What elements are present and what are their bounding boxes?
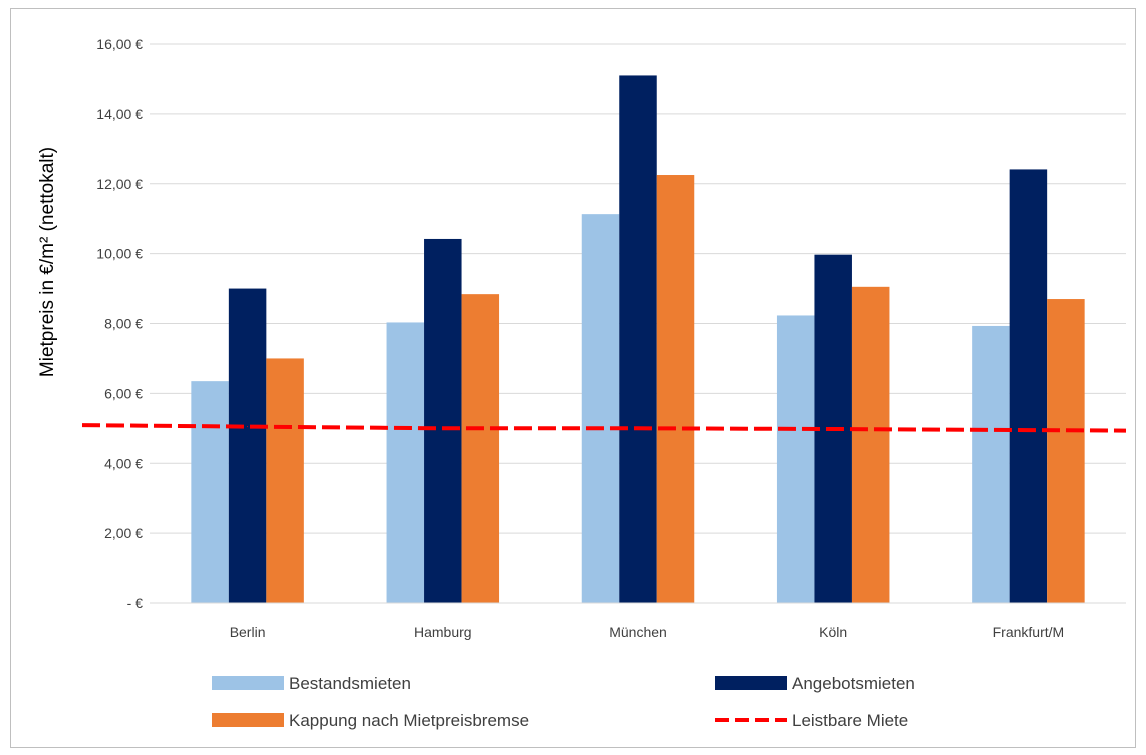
y-tick-label: 8,00 € bbox=[104, 316, 143, 332]
x-axis-tick-labels: Berlin Hamburg München Köln Frankfurt/M bbox=[230, 624, 1064, 640]
bar-kappung-nach-mietpreisbremse-4 bbox=[1047, 299, 1085, 603]
line-point-1 bbox=[442, 427, 444, 429]
bar-kappung-nach-mietpreisbremse-0 bbox=[266, 358, 304, 603]
bars bbox=[191, 75, 1085, 604]
legend-label-angebotsmieten: Angebotsmieten bbox=[792, 674, 915, 693]
line-point-4 bbox=[1027, 429, 1029, 431]
y-tick-label: 16,00 € bbox=[96, 36, 143, 52]
y-axis-title: Mietpreis in €/m² (nettokalt) bbox=[37, 147, 58, 377]
bar-angebotsmieten-4 bbox=[1009, 169, 1048, 603]
y-axis-tick-labels: - € 2,00 € 4,00 € 6,00 € 8,00 € 10,00 € 12,00 … bbox=[96, 36, 143, 611]
y-tick-label: - € bbox=[127, 595, 144, 611]
y-tick-label: 4,00 € bbox=[104, 455, 143, 471]
legend-label-bestandsmieten: Bestandsmieten bbox=[289, 674, 411, 693]
legend-swatch-angebotsmieten bbox=[715, 676, 787, 690]
legend-swatch-kappung-nach-mietpreisbremse bbox=[212, 713, 284, 727]
bar-bestandsmieten-2 bbox=[581, 214, 620, 603]
x-tick-label: Frankfurt/M bbox=[993, 624, 1065, 640]
chart-area bbox=[10, 8, 1136, 748]
bar-bestandsmieten-3 bbox=[776, 315, 815, 603]
y-tick-label: 6,00 € bbox=[104, 385, 143, 401]
line-point-2 bbox=[637, 427, 639, 429]
bar-kappung-nach-mietpreisbremse-2 bbox=[656, 175, 695, 603]
line-point-3 bbox=[832, 428, 834, 430]
y-tick-label: 12,00 € bbox=[96, 176, 143, 192]
x-tick-label: Köln bbox=[819, 624, 847, 640]
leistbare-miete-line bbox=[81, 423, 1127, 433]
x-tick-label: Hamburg bbox=[414, 624, 472, 640]
line-point-0 bbox=[247, 426, 249, 428]
bar-kappung-nach-mietpreisbremse-3 bbox=[851, 286, 890, 603]
bar-angebotsmieten-1 bbox=[424, 238, 462, 604]
bar-bestandsmieten-1 bbox=[386, 322, 425, 603]
y-tick-label: 2,00 € bbox=[104, 525, 143, 541]
bar-bestandsmieten-0 bbox=[191, 381, 229, 603]
legend-label-kappung-nach-mietpreisbremse: Kappung nach Mietpreisbremse bbox=[289, 711, 529, 730]
bar-angebotsmieten-2 bbox=[619, 75, 657, 604]
y-tick-label: 14,00 € bbox=[96, 106, 143, 122]
legend-swatch-bestandsmieten bbox=[212, 676, 284, 690]
x-tick-label: München bbox=[609, 624, 667, 640]
bar-bestandsmieten-4 bbox=[972, 325, 1010, 603]
bar-kappung-nach-mietpreisbremse-1 bbox=[461, 294, 500, 603]
y-tick-label: 10,00 € bbox=[96, 246, 143, 262]
legend: Bestandsmieten Angebotsmieten Kappung nach… bbox=[212, 674, 915, 730]
legend-label-leistbare-miete: Leistbare Miete bbox=[792, 711, 908, 730]
bar-angebotsmieten-0 bbox=[228, 288, 267, 603]
x-tick-label: Berlin bbox=[230, 624, 266, 640]
